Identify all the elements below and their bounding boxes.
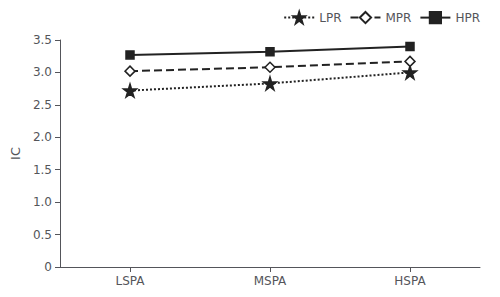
svg-text:IC: IC [8,147,23,160]
svg-text:HSPA: HSPA [394,274,426,288]
svg-text:3.5: 3.5 [33,33,52,47]
svg-text:MPR: MPR [385,11,411,25]
svg-text:HPR: HPR [455,11,480,25]
svg-text:LPR: LPR [319,11,341,25]
svg-text:0.5: 0.5 [33,228,52,242]
svg-text:1.5: 1.5 [33,163,52,177]
svg-text:1.0: 1.0 [33,195,52,209]
svg-text:0: 0 [44,260,52,274]
svg-text:MSPA: MSPA [254,274,287,288]
svg-text:LSPA: LSPA [116,274,146,288]
svg-text:2.0: 2.0 [33,130,52,144]
svg-text:2.5: 2.5 [33,98,52,112]
svg-text:3.0: 3.0 [33,65,52,79]
